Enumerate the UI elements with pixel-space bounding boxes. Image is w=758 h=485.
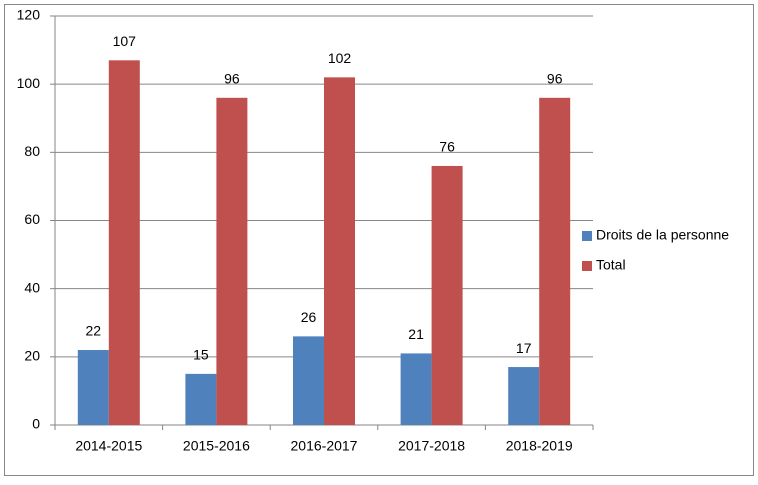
data-label: 102	[328, 50, 352, 66]
bar	[216, 97, 248, 426]
x-tick-label: 2018-2019	[506, 438, 573, 454]
y-tick-label: 80	[24, 143, 40, 159]
legend-swatch	[582, 231, 592, 241]
bar	[508, 367, 540, 425]
data-label: 96	[547, 71, 563, 87]
data-label: 22	[86, 323, 102, 339]
legend-label: Total	[596, 257, 626, 273]
y-tick-label: 20	[24, 348, 40, 364]
y-tick-label: 100	[17, 75, 41, 91]
bar	[539, 97, 571, 426]
x-tick-label: 2014-2015	[75, 438, 142, 454]
bar	[293, 336, 324, 425]
x-tick-label: 2016-2017	[291, 438, 358, 454]
legend-swatch	[582, 261, 592, 271]
bar	[431, 165, 463, 425]
y-tick-label: 0	[32, 416, 40, 432]
y-tick-label: 60	[24, 211, 40, 227]
bar	[400, 353, 432, 425]
x-tick-label: 2017-2018	[398, 438, 465, 454]
bar	[185, 373, 217, 425]
data-label: 21	[408, 326, 424, 342]
bar	[324, 77, 355, 425]
data-label: 15	[193, 347, 209, 363]
data-label: 17	[516, 340, 532, 356]
data-label: 107	[113, 33, 137, 49]
data-label: 26	[301, 309, 317, 325]
y-tick-label: 40	[24, 279, 40, 295]
y-tick-label: 120	[17, 7, 41, 23]
bar	[77, 350, 109, 425]
bar	[108, 60, 140, 425]
data-label: 96	[224, 71, 240, 87]
x-tick-label: 2015-2016	[183, 438, 250, 454]
legend-label: Droits de la personne	[596, 227, 729, 243]
data-label: 76	[439, 139, 455, 155]
